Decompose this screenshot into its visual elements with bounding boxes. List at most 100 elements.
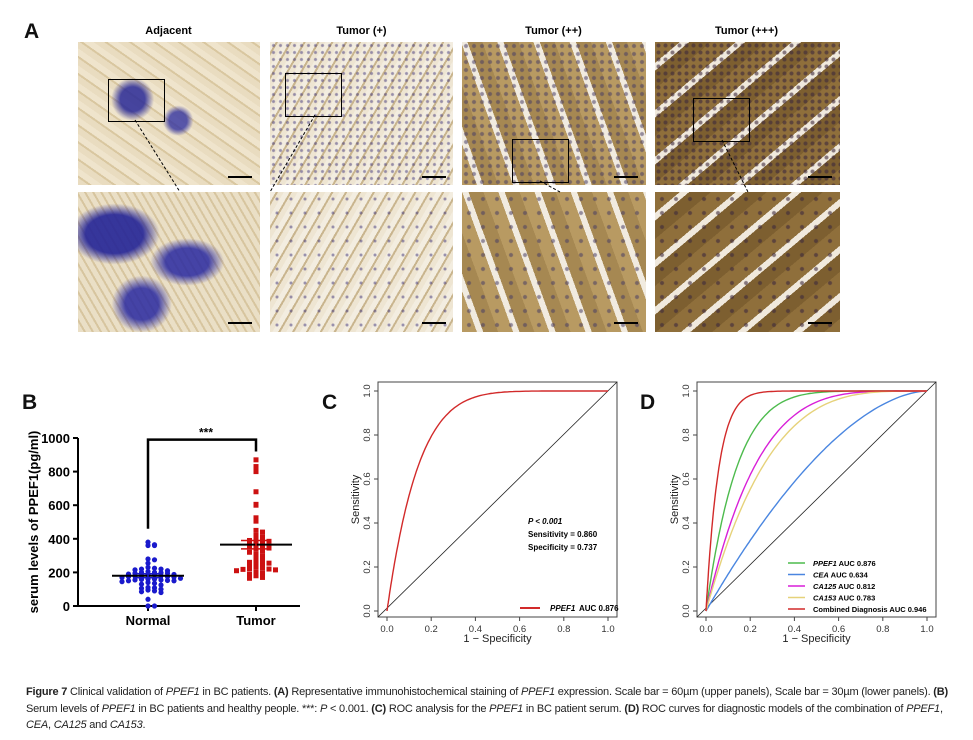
caption-segment: ,	[48, 719, 54, 731]
data-point	[151, 565, 158, 571]
x-tick-label: 0.2	[425, 624, 438, 635]
data-point	[260, 529, 265, 535]
panel-b-label: B	[22, 391, 38, 414]
data-point	[253, 457, 259, 463]
data-point	[164, 577, 171, 584]
y-tick-label: 0	[63, 599, 70, 614]
data-point	[145, 556, 151, 562]
legend-auc: AUC 0.812	[836, 582, 875, 591]
data-point	[145, 579, 151, 586]
significance-bracket	[146, 438, 258, 529]
data-point	[145, 587, 151, 593]
caption-segment: PPEF1	[489, 702, 524, 715]
data-point	[260, 565, 265, 571]
data-point	[145, 542, 151, 549]
column-title-tumor-1: Tumor (+)	[336, 25, 387, 37]
data-point	[253, 515, 259, 521]
roc-curve-ca125	[705, 390, 927, 612]
caption-segment: (A)	[273, 686, 289, 698]
x-tick-label: 0.0	[380, 624, 393, 635]
legend-entry: CEA AUC 0.634	[813, 571, 869, 580]
caption-segment: in BC patient serum.	[523, 702, 625, 715]
legend-auc: AUC 0.634	[829, 571, 869, 580]
data-point	[151, 542, 158, 549]
data-point	[253, 532, 259, 538]
data-point	[247, 575, 252, 581]
data-point	[247, 544, 252, 550]
y-tick-label: 0.0	[362, 604, 373, 617]
caption-segment: Clinical validation of	[67, 686, 166, 698]
legend-auc: AUC 0.876	[579, 604, 619, 613]
data-point	[253, 469, 259, 475]
y-tick-label: 1000	[41, 431, 70, 446]
data-point	[253, 573, 259, 579]
caption-segment: CA153	[109, 719, 143, 731]
histology-tumor-3-upper	[655, 42, 840, 185]
y-tick-label: 0.6	[681, 472, 692, 485]
data-point	[145, 560, 151, 566]
roc-annotation: P < 0.001	[528, 517, 563, 526]
histology-tumor-1-upper	[270, 42, 453, 185]
y-tick-label: 400	[48, 532, 70, 547]
caption-segment: (B)	[933, 686, 948, 698]
data-point	[260, 534, 265, 540]
panel-d-roc-chart: 0.0 0.0 0.2 0.2 0.4 0.4 0.6 0.6 0.8 0.8 1.0 1.0 1 − …	[669, 381, 937, 645]
roc-curve-ppef1	[386, 390, 608, 612]
data-point	[253, 561, 259, 567]
histology-tumor-1-lower	[270, 192, 453, 332]
data-point	[247, 566, 252, 572]
y-tick-label: 1.0	[681, 384, 692, 397]
panel-c-label: C	[322, 391, 338, 414]
data-point	[273, 567, 278, 573]
roc-annotation: Specificity = 0.737	[528, 543, 598, 552]
data-point	[145, 596, 151, 602]
caption-segment: CA125	[53, 719, 87, 731]
y-tick-label: 0.2	[681, 560, 692, 573]
x-tick-label: Tumor	[236, 613, 275, 628]
data-point	[253, 465, 259, 471]
legend-auc: AUC 0.783	[836, 594, 875, 603]
caption-segment: Figure 7	[26, 686, 68, 698]
legend-name: CEA	[813, 571, 829, 580]
column-title-adjacent: Adjacent	[145, 25, 192, 37]
data-point	[266, 560, 272, 566]
y-tick-label: 800	[48, 465, 70, 480]
legend-name: Combined Diagnosis	[813, 605, 888, 614]
caption-segment: in BC patients and healthy people. ***:	[135, 702, 320, 715]
data-point	[253, 569, 259, 575]
data-point	[260, 553, 265, 559]
data-point	[119, 579, 125, 585]
data-point	[253, 489, 259, 495]
x-tick-label: 0.2	[744, 624, 757, 635]
significance-label: ***	[199, 425, 213, 439]
histology-adjacent-upper	[78, 42, 260, 185]
data-point	[260, 543, 265, 549]
data-point	[151, 580, 158, 586]
legend-name: CA125	[813, 582, 837, 591]
column-title-tumor-3: Tumor (+++)	[714, 25, 779, 37]
data-point	[247, 559, 252, 565]
legend-entry: CA125 AUC 0.812	[813, 582, 875, 591]
data-point	[125, 578, 132, 584]
data-point	[151, 557, 158, 563]
data-point	[138, 581, 145, 587]
caption-segment: ROC analysis for the	[385, 702, 490, 715]
x-tick-label: 0.0	[699, 624, 712, 635]
y-axis-label: serum levels of PPEF1(pg/ml)	[26, 431, 41, 614]
caption-segment: (C)	[371, 702, 386, 715]
data-point	[158, 566, 164, 572]
data-point	[266, 566, 272, 572]
data-point	[266, 538, 272, 544]
x-axis-label: 1 − Specificity	[782, 633, 851, 645]
data-point	[234, 568, 239, 574]
roc-annotation: Sensitivity = 0.860	[528, 530, 598, 539]
plot-frame	[377, 381, 618, 618]
y-tick-label: 600	[48, 498, 70, 513]
y-tick-label: 0.4	[681, 516, 692, 529]
x-tick-label: Normal	[126, 613, 171, 628]
x-tick-label: 0.8	[557, 624, 570, 635]
x-tick-label: 1.0	[920, 624, 933, 635]
y-tick-label: 1.0	[362, 384, 373, 397]
y-tick-label: 0.8	[681, 428, 692, 441]
legend-auc: AUC 0.876	[837, 559, 876, 568]
